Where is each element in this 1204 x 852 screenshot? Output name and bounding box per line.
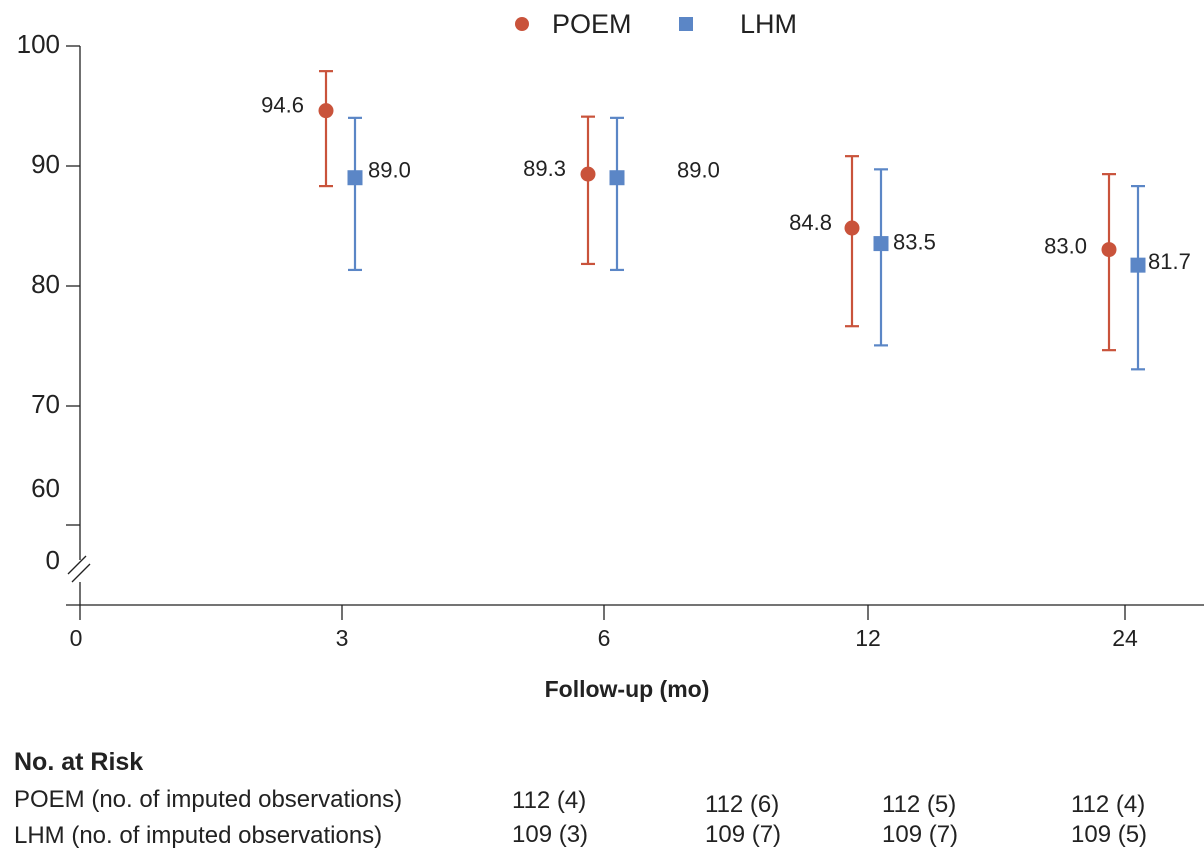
data-label-poem: 84.8	[789, 210, 832, 235]
data-point-poem	[1101, 242, 1117, 258]
x-tick-label: 3	[336, 625, 349, 651]
data-point-poem	[844, 220, 860, 236]
legend-label: LHM	[740, 9, 797, 39]
legend-marker-lhm	[679, 17, 693, 31]
data-point-lhm	[347, 170, 363, 186]
legend-label: POEM	[552, 9, 632, 39]
data-label-lhm: 89.0	[677, 158, 720, 183]
y-tick-label: 80	[31, 269, 60, 299]
data-point-lhm	[609, 170, 625, 186]
y-tick-label: 100	[17, 29, 60, 59]
x-tick-label: 6	[598, 625, 611, 651]
data-point-poem	[580, 166, 596, 182]
data-point-lhm	[873, 236, 889, 252]
data-point-lhm	[1130, 257, 1146, 273]
axis-break-mark	[67, 555, 87, 575]
data-label-lhm: 81.7	[1148, 249, 1191, 274]
legend-marker-poem	[515, 17, 529, 31]
axis-break-mark	[71, 563, 91, 583]
x-tick-label: 24	[1112, 625, 1138, 651]
data-label-lhm: 83.5	[893, 229, 936, 254]
y-tick-label: 70	[31, 389, 60, 419]
data-point-poem	[318, 103, 334, 119]
x-tick-label: 12	[855, 625, 881, 651]
data-label-lhm: 89.0	[368, 158, 411, 183]
data-label-poem: 89.3	[523, 156, 566, 181]
x-axis-title: Follow-up (mo)	[545, 676, 710, 702]
y-tick-label: 60	[31, 473, 60, 503]
y-tick-label: 0	[46, 545, 60, 575]
data-label-poem: 94.6	[261, 92, 304, 117]
y-tick-label: 90	[31, 149, 60, 179]
data-label-poem: 83.0	[1044, 233, 1087, 258]
x-tick-label: 0	[70, 625, 83, 651]
